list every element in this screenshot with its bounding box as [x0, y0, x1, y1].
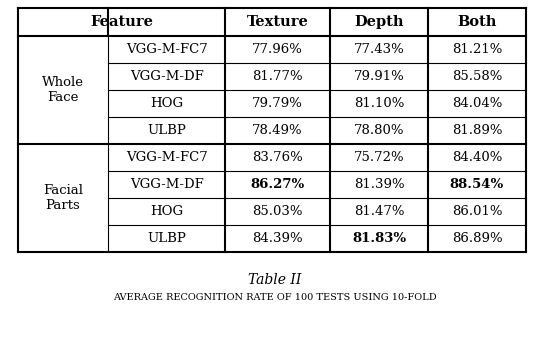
Text: 77.96%: 77.96% [252, 43, 303, 56]
Text: 75.72%: 75.72% [354, 151, 404, 164]
Text: 88.54%: 88.54% [450, 178, 504, 191]
Text: 84.04%: 84.04% [452, 97, 502, 110]
Text: 85.03%: 85.03% [252, 205, 302, 218]
Text: 81.89%: 81.89% [452, 124, 502, 137]
Text: 81.47%: 81.47% [354, 205, 404, 218]
Text: VGG-M-FC7: VGG-M-FC7 [125, 151, 207, 164]
Text: 86.27%: 86.27% [250, 178, 305, 191]
Text: 78.49%: 78.49% [252, 124, 303, 137]
Text: 86.01%: 86.01% [452, 205, 502, 218]
Text: Depth: Depth [354, 15, 404, 29]
Text: VGG-M-FC7: VGG-M-FC7 [125, 43, 207, 56]
Text: 86.89%: 86.89% [452, 232, 502, 245]
Text: VGG-M-DF: VGG-M-DF [130, 70, 204, 83]
Text: 81.77%: 81.77% [252, 70, 303, 83]
Text: 79.79%: 79.79% [252, 97, 303, 110]
Text: Whole
Face: Whole Face [42, 76, 84, 104]
Text: ULBP: ULBP [147, 232, 186, 245]
Text: 77.43%: 77.43% [354, 43, 404, 56]
Text: HOG: HOG [150, 97, 183, 110]
Text: Texture: Texture [246, 15, 309, 29]
Text: Facial
Parts: Facial Parts [43, 184, 83, 212]
Text: 84.39%: 84.39% [252, 232, 303, 245]
Text: 79.91%: 79.91% [354, 70, 404, 83]
Text: Feature: Feature [90, 15, 153, 29]
Text: 83.76%: 83.76% [252, 151, 303, 164]
Text: 81.83%: 81.83% [352, 232, 406, 245]
Text: 81.21%: 81.21% [452, 43, 502, 56]
Text: HOG: HOG [150, 205, 183, 218]
Text: 85.58%: 85.58% [452, 70, 502, 83]
Text: Table II: Table II [248, 273, 302, 287]
Text: ULBP: ULBP [147, 124, 186, 137]
Text: 81.10%: 81.10% [354, 97, 404, 110]
Text: Both: Both [457, 15, 497, 29]
Text: AVERAGE RECOGNITION RATE OF 100 TESTS USING 10-FOLD: AVERAGE RECOGNITION RATE OF 100 TESTS US… [113, 294, 437, 302]
Text: 78.80%: 78.80% [354, 124, 404, 137]
Text: 81.39%: 81.39% [354, 178, 404, 191]
Text: 84.40%: 84.40% [452, 151, 502, 164]
Text: VGG-M-DF: VGG-M-DF [130, 178, 204, 191]
